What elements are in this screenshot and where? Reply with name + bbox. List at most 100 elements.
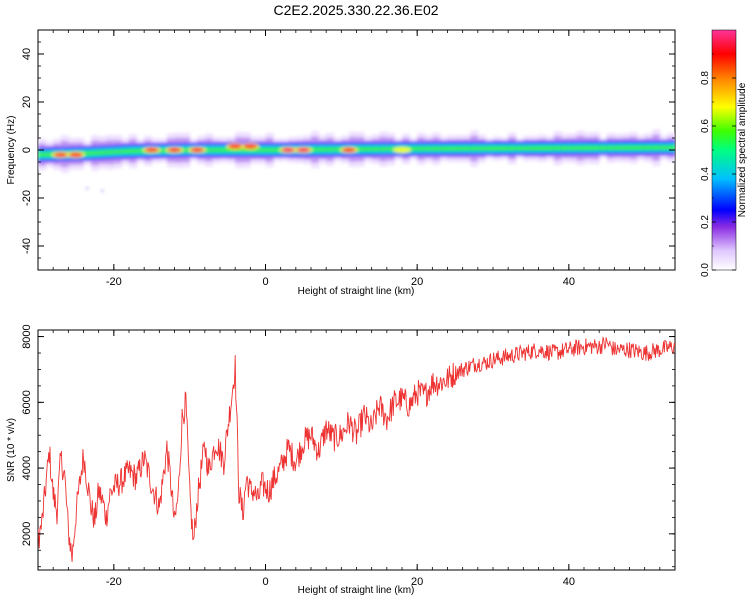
snr-ylabel: SNR (10 * v/v): [6, 418, 17, 482]
heatmap-cell: [371, 147, 380, 151]
y-tick-label: -20: [21, 190, 33, 206]
snr-ticks: -20 0 20 40 2000 4000 6000 8000: [21, 324, 676, 588]
page-title: C2E2.2025.330.22.36.E02: [273, 2, 438, 18]
heatmap-peak: [68, 152, 83, 157]
colorbar: 0.0 0.2 0.4 0.6 0.8 Normalized spectral ampl…: [700, 29, 748, 277]
heatmap-cell: [409, 147, 418, 151]
colorbar-tick-label: 0.8: [700, 71, 711, 85]
heatmap-peak: [53, 152, 68, 157]
snr-xlabel: Height of straight line (km): [298, 585, 415, 596]
heatmap-cell: [121, 149, 130, 153]
heatmap-cell: [83, 151, 92, 155]
colorbar-tick-label: 0.0: [700, 263, 711, 277]
spectrogram-xlabel: Height of straight line (km): [298, 286, 415, 297]
heatmap-cell: [98, 151, 107, 155]
heatmap-cell: [538, 146, 547, 150]
heatmap-cell: [333, 147, 342, 151]
heatmap-cell: [45, 153, 54, 156]
heatmap-cell: [242, 148, 251, 152]
snr-frame: [37, 329, 676, 571]
heatmap-cell: [38, 153, 47, 157]
heatmap-cell: [606, 146, 615, 150]
x-tick-label: -20: [106, 276, 122, 288]
heatmap-cell: [659, 146, 669, 150]
heatmap-cell: [493, 146, 502, 150]
heatmap-cell: [212, 148, 221, 152]
heatmap-cell: [485, 147, 494, 150]
heatmap-cell: [439, 147, 449, 151]
heatmap-cell: [182, 148, 191, 152]
heatmap-cell: [591, 146, 600, 150]
heatmap-cell: [424, 147, 433, 151]
heatmap-cell: [227, 148, 236, 152]
heatmap-marks: [38, 129, 675, 193]
heatmap-speck: [85, 187, 89, 190]
heatmap-cell: [356, 147, 365, 151]
heatmap-cell: [530, 146, 540, 150]
heatmap-cell: [364, 147, 373, 151]
colorbar-label: Normalized spectral amplitude: [737, 82, 748, 217]
heatmap-cell: [220, 148, 229, 152]
heatmap-cell: [91, 151, 100, 155]
y-tick-label: 8000: [21, 324, 33, 348]
heatmap-cell: [637, 146, 646, 150]
y-tick-label: 6000: [21, 390, 33, 414]
spectrogram-ticks: -20 0 20 40 -40 -20 0 20 40: [21, 29, 676, 288]
heatmap-peak: [190, 147, 205, 153]
heatmap-cell: [455, 147, 464, 151]
x-tick-label: 40: [563, 576, 575, 588]
heatmap-cell: [129, 149, 138, 153]
heatmap-cell: [470, 147, 479, 150]
heatmap-cell: [667, 146, 675, 150]
heatmap-cell: [508, 146, 517, 150]
x-tick-label: 40: [563, 276, 575, 288]
y-tick-label: 40: [21, 48, 33, 60]
y-tick-label: 20: [21, 96, 33, 108]
y-tick-label: 4000: [21, 456, 33, 480]
heatmap-cell: [523, 146, 532, 150]
y-tick-label: -40: [21, 238, 33, 254]
colorbar-gradient: [711, 29, 737, 271]
heatmap-cell: [614, 146, 623, 150]
heatmap-cell: [326, 148, 335, 151]
y-tick-label: 2000: [21, 522, 33, 546]
heatmap-cell: [257, 148, 267, 152]
colorbar-tick-label: 0.2: [700, 215, 711, 229]
heatmap-cell: [379, 147, 388, 151]
heatmap-peak: [243, 144, 258, 149]
snr-marks: [38, 336, 675, 562]
heatmap-cell: [318, 148, 327, 151]
heatmap-cell: [500, 146, 509, 150]
heatmap-peak: [296, 147, 311, 153]
snr-series-line: [38, 336, 675, 562]
heatmap-cell: [386, 147, 396, 151]
colorbar-tick-label: 0.6: [700, 119, 711, 133]
heatmap-cell: [417, 147, 426, 151]
x-tick-label: 20: [411, 276, 423, 288]
heatmap-cell: [106, 150, 115, 154]
heatmap-speck: [101, 189, 104, 193]
heatmap-peak: [341, 147, 356, 153]
heatmap-peak: [167, 147, 182, 153]
heatmap-cell: [568, 146, 578, 150]
y-tick-label: 0: [21, 147, 33, 153]
heatmap-peak: [281, 147, 296, 153]
x-tick-label: 20: [411, 576, 423, 588]
heatmap-cell: [136, 149, 145, 153]
heatmap-cell: [311, 148, 320, 152]
heatmap-cell: [432, 147, 441, 151]
heatmap-cell: [265, 148, 274, 152]
heatmap-cell: [629, 146, 638, 150]
heatmap-cell: [159, 149, 168, 152]
heatmap-cell: [621, 146, 631, 150]
heatmap-cell: [561, 146, 570, 150]
heatmap-peak: [395, 147, 409, 153]
heatmap-peak: [228, 144, 243, 149]
x-tick-label: 0: [262, 276, 268, 288]
heatmap-cell: [250, 148, 259, 152]
heatmap-cell: [584, 146, 593, 150]
heatmap-cell: [477, 147, 487, 150]
x-tick-label: -20: [106, 576, 122, 588]
heatmap-cell: [652, 146, 661, 150]
